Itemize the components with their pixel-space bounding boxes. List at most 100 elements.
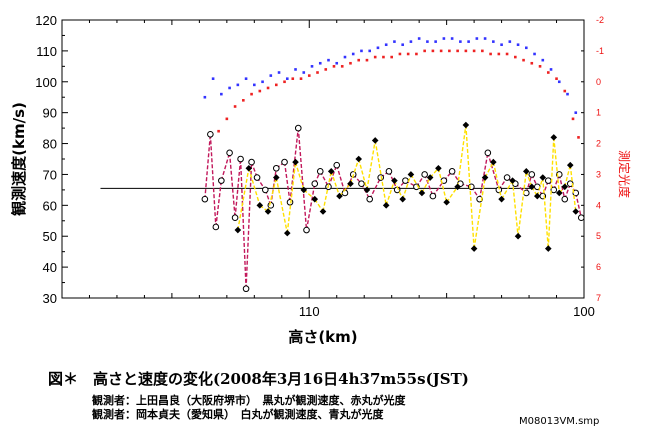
connector-segment <box>393 180 404 200</box>
magnitude-point <box>500 43 503 47</box>
magnitude-point <box>415 52 418 56</box>
y-tick-label: 70 <box>43 167 57 182</box>
velocity-point-open <box>358 180 365 188</box>
magnitude-point <box>557 80 561 84</box>
velocity-point-filled <box>555 189 563 197</box>
velocity-point-filled <box>514 232 522 240</box>
magnitude-point <box>464 49 468 53</box>
velocity-point-open <box>341 189 349 197</box>
velocity-point-filled <box>311 195 319 203</box>
magnitude-point <box>467 40 470 43</box>
velocity-point-filled <box>300 186 308 194</box>
magnitude-point <box>302 71 306 74</box>
connector-segment <box>385 180 396 206</box>
magnitude-point <box>577 136 580 139</box>
y2-tick-label: 2 <box>596 139 601 149</box>
velocity-point-open <box>207 130 214 138</box>
connector-segment <box>500 180 514 200</box>
plot-border <box>61 19 585 299</box>
observer-line-2: 観測者：岡本貞夫（愛知県） 白丸が観測速度、青丸が光度 <box>92 408 384 421</box>
connector-segment <box>374 140 387 206</box>
connector-segment <box>547 137 555 249</box>
y2-tick-label: 0 <box>596 77 601 87</box>
connector-segment <box>553 137 560 194</box>
velocity-point-filled <box>399 195 406 203</box>
velocity-point-open <box>316 168 324 175</box>
velocity-point-open <box>262 186 269 194</box>
y-tick-label: 40 <box>43 260 57 275</box>
velocity-point-open <box>421 171 428 178</box>
magnitude-point <box>368 49 372 53</box>
y2-tick-label: 5 <box>596 231 601 241</box>
velocity-point-open <box>484 149 492 157</box>
velocity-point-open <box>226 149 233 157</box>
velocity-point-filled <box>498 195 505 203</box>
velocity-point-filled <box>443 198 450 206</box>
magnitude-point <box>318 61 322 65</box>
y-tick-label: 30 <box>43 291 57 306</box>
series-2 <box>203 37 578 114</box>
y-axis-label: 観測速度(km/s) <box>10 102 28 216</box>
magnitude-point <box>546 71 550 74</box>
connector-segment <box>330 171 341 197</box>
magnitude-point <box>360 49 363 53</box>
magnitude-point <box>258 89 262 93</box>
velocity-point-open <box>218 177 225 184</box>
velocity-point-open <box>242 285 250 293</box>
magnitude-point <box>555 77 558 80</box>
connector-segment <box>305 183 316 231</box>
velocity-point-filled <box>363 186 371 194</box>
magnitude-point <box>225 117 229 121</box>
connector-segment <box>564 165 571 187</box>
velocity-point-open <box>528 171 536 178</box>
magnitude-point <box>373 55 377 59</box>
connector-segment <box>327 164 338 188</box>
magnitude-point <box>475 37 479 40</box>
y2-tick-label: 6 <box>596 262 601 272</box>
y2-tick-label: -1 <box>596 46 604 56</box>
velocity-point-open <box>385 168 393 175</box>
magnitude-point <box>203 95 207 99</box>
magnitude-point <box>233 105 237 108</box>
velocity-point-filled <box>292 158 299 166</box>
velocity-point-open <box>377 174 384 181</box>
connector-segment <box>234 158 242 218</box>
magnitude-point <box>431 49 435 53</box>
magnitude-point <box>250 92 253 96</box>
magnitude-point <box>566 92 569 96</box>
velocity-point-filled <box>256 202 264 209</box>
magnitude-point <box>516 43 520 47</box>
connector-segment <box>446 186 459 203</box>
series-1 <box>234 121 580 252</box>
velocity-point-filled <box>544 245 552 252</box>
magnitude-point <box>541 58 545 62</box>
connector-segment <box>423 174 434 197</box>
series-0 <box>201 124 585 293</box>
velocity-point-filled <box>336 192 343 200</box>
velocity-point-filled <box>462 121 470 129</box>
observer-line-1: 観測者：上田昌良（大阪府堺市） 黒丸が観測速度、赤丸が光度 <box>92 394 406 407</box>
magnitude-point <box>242 99 245 102</box>
y-tick-label: 120 <box>35 13 57 28</box>
velocity-point-filled <box>561 183 569 191</box>
magnitude-point <box>423 49 426 53</box>
y2-tick-label: 1 <box>596 108 601 118</box>
magnitude-point <box>574 111 578 114</box>
y-tick-label: 80 <box>43 137 57 152</box>
y-tick-label: 110 <box>36 44 57 59</box>
connector-segment <box>336 164 346 194</box>
connector-segment <box>322 171 332 212</box>
magnitude-point <box>384 43 388 47</box>
filename-label: M08013VM.smp <box>519 416 600 427</box>
connector-segment <box>344 174 354 194</box>
magnitude-point <box>277 71 281 74</box>
plot-frame <box>61 19 585 299</box>
connector-segment <box>303 189 316 200</box>
figure-caption: 図＊ 高さと速度の変化(2008年3月16日4h37m55s(JST) <box>48 370 469 388</box>
velocity-point-filled <box>426 174 434 181</box>
magnitude-point <box>335 61 339 65</box>
connector-segment <box>228 152 236 218</box>
velocity-point-filled <box>550 134 558 141</box>
magnitude-point <box>285 77 289 80</box>
velocity-point-open <box>577 214 585 221</box>
